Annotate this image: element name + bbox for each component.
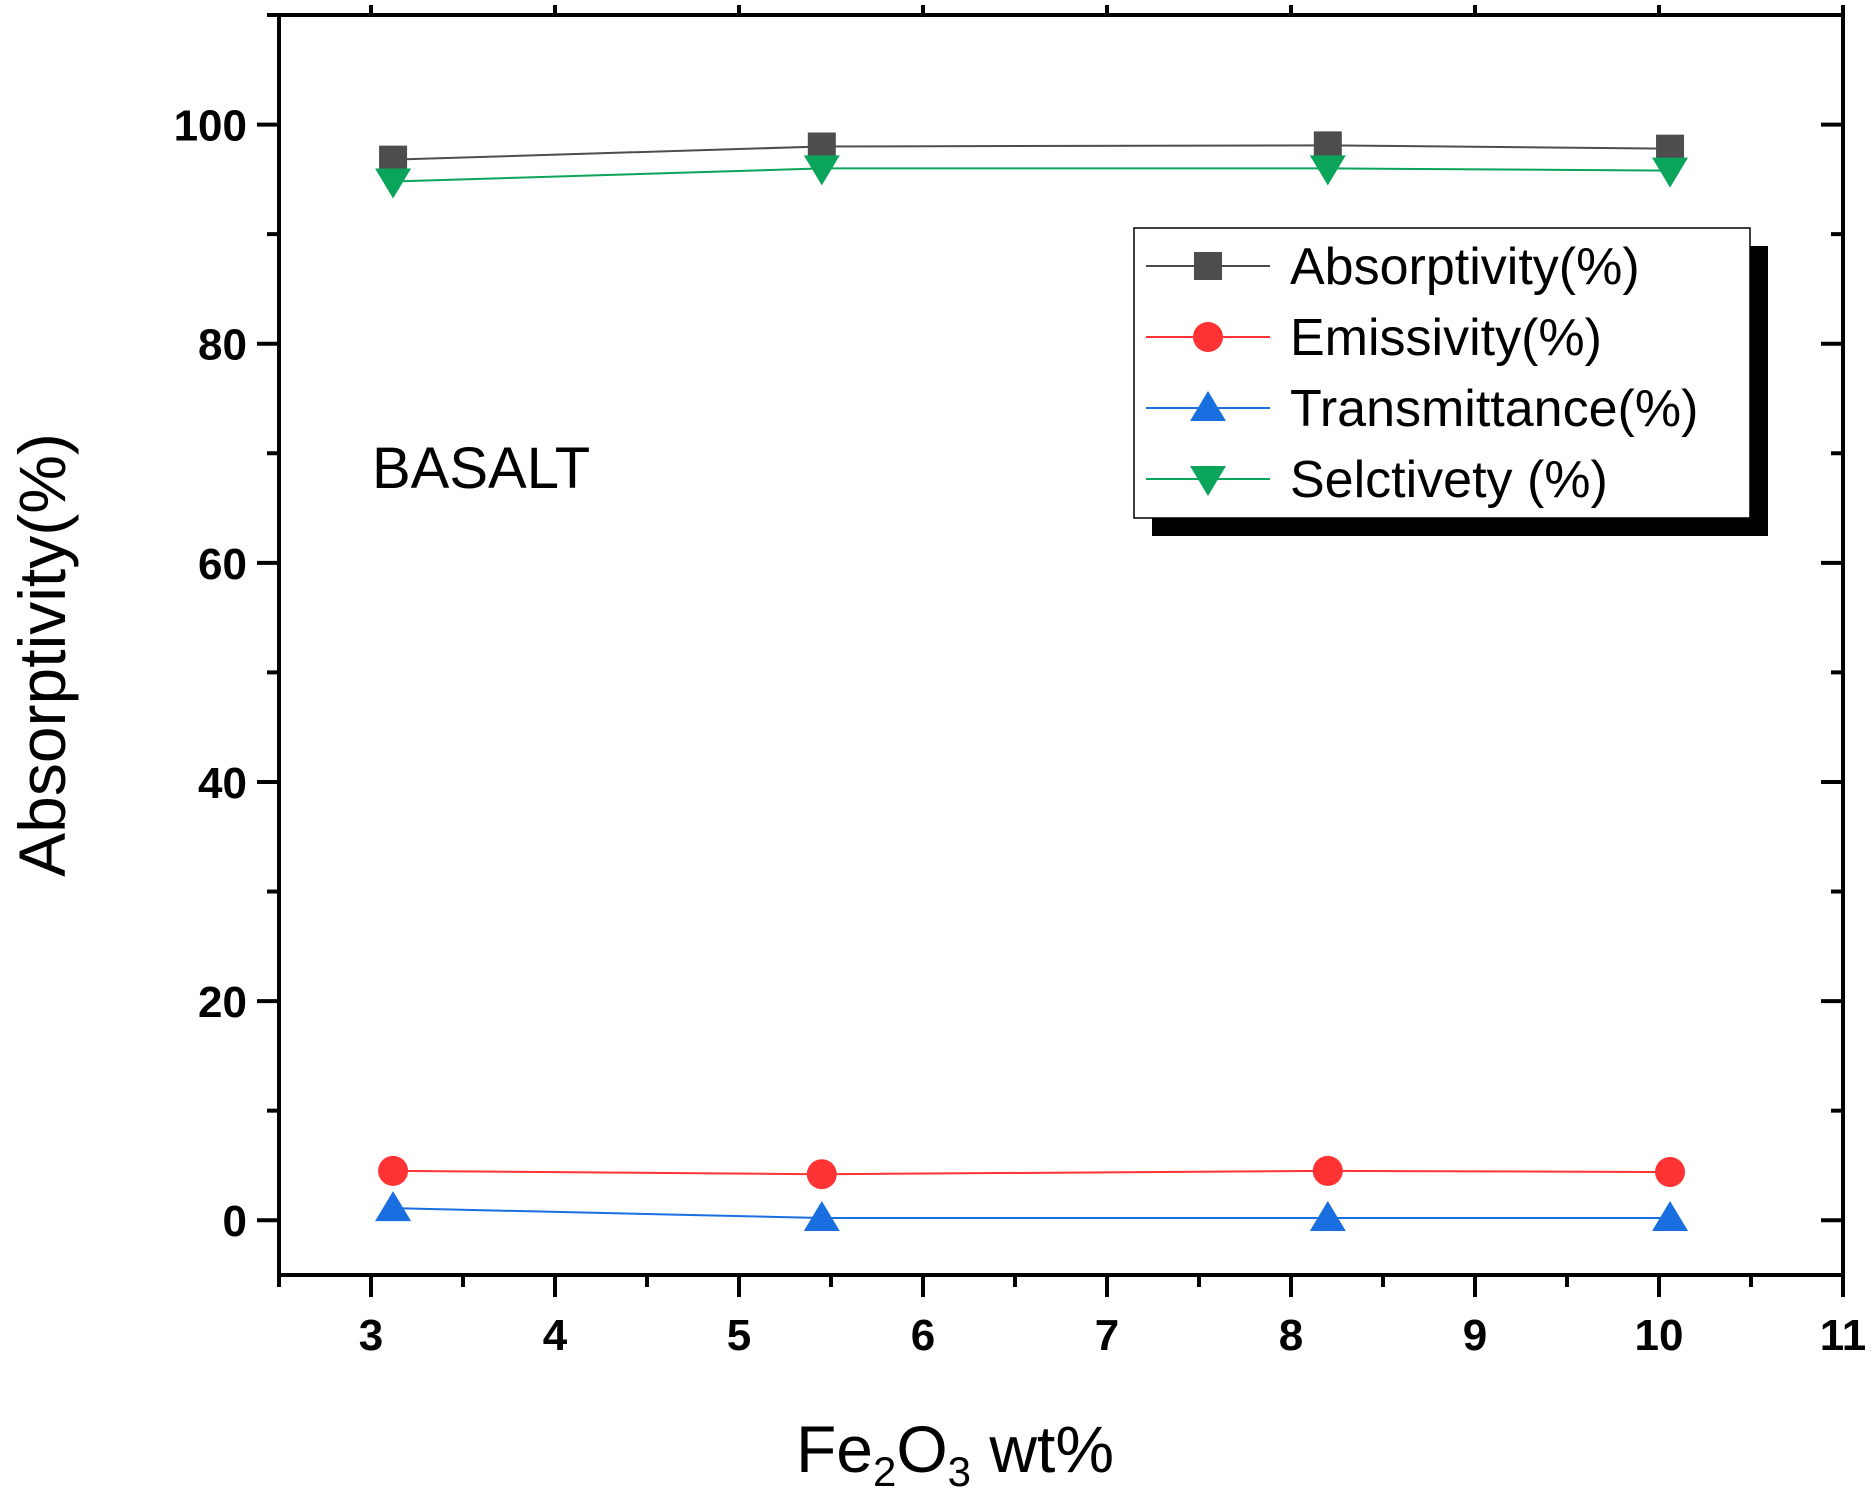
y-tick-label: 60 (198, 540, 247, 589)
data-point-selctivety (1309, 155, 1346, 186)
series-selctivety (375, 155, 1689, 199)
data-point-emissivity (806, 1159, 837, 1190)
x-tick-label: 9 (1463, 1311, 1487, 1360)
data-point-absorptivity (1313, 131, 1342, 160)
series-line-selctivety (393, 167, 1671, 183)
data-point-emissivity (378, 1155, 409, 1186)
plot-frame (277, 13, 1845, 1277)
legend-label: Absorptivity(%) (1290, 238, 1640, 296)
data-point-selctivety (803, 155, 840, 186)
legend-items: Absorptivity(%) Emissivity(%) Transmittanc… (1146, 238, 1698, 509)
data-point-transmittance (1309, 1201, 1346, 1232)
x-tick-label: 11 (1820, 1311, 1867, 1360)
x-axis-label-sub2: 3 (948, 1448, 971, 1495)
legend-entry-selctivety: Selctivety (%) (1146, 451, 1608, 509)
x-axis-label-unit: wt% (971, 1412, 1114, 1486)
x-axis-label-fe: Fe (796, 1412, 873, 1486)
data-point-emissivity (1312, 1155, 1343, 1186)
legend-label: Emissivity(%) (1290, 309, 1602, 367)
x-axis-label-o: O (896, 1412, 947, 1486)
x-tick-label: 3 (359, 1311, 383, 1360)
x-tick-label: 8 (1279, 1311, 1303, 1360)
data-point-transmittance (803, 1201, 840, 1232)
y-tick-label: 0 (223, 1197, 247, 1246)
legend-box (1133, 227, 1751, 519)
legend-swatch-marker (1190, 391, 1226, 421)
legend-entry-absorptivity: Absorptivity(%) (1146, 238, 1640, 296)
data-point-selctivety (375, 168, 412, 199)
data-point-emissivity (1655, 1157, 1686, 1188)
ticks-layer: 3 4 5 6 7 8 9 10 11 0 20 40 60 80 100 (174, 5, 1867, 1360)
series-line-emissivity (393, 1169, 1671, 1176)
legend-swatch-marker (1194, 252, 1222, 280)
x-tick-label: 5 (727, 1311, 751, 1360)
data-point-transmittance (1652, 1201, 1689, 1232)
x-axis-label: Fe2O3 wt% (796, 1412, 1114, 1495)
legend-label: Transmittance(%) (1290, 380, 1698, 438)
legend: Absorptivity(%) Emissivity(%) Transmittanc… (1133, 227, 1768, 536)
series-transmittance (375, 1191, 1689, 1232)
legend-entry-emissivity: Emissivity(%) (1146, 309, 1602, 367)
y-tick-label: 40 (198, 759, 247, 808)
data-point-transmittance (375, 1191, 412, 1222)
series-absorptivity (379, 131, 1685, 174)
annotation-basalt: BASALT (372, 436, 590, 501)
x-tick-label: 4 (543, 1311, 568, 1360)
series-line-absorptivity (393, 144, 1671, 161)
y-tick-label: 80 (198, 321, 247, 370)
y-tick-label: 100 (174, 102, 247, 151)
legend-entry-transmittance: Transmittance(%) (1146, 380, 1698, 438)
x-tick-label: 10 (1635, 1311, 1684, 1360)
legend-swatch-marker (1193, 322, 1223, 352)
x-tick-label: 7 (1095, 1311, 1119, 1360)
x-tick-label: 6 (911, 1311, 935, 1360)
series-line-transmittance (393, 1207, 1671, 1220)
y-tick-label: 20 (198, 978, 247, 1027)
series-emissivity (378, 1155, 1686, 1190)
y-axis-label: Absorptivity(%) (5, 433, 79, 877)
series-layer (375, 131, 1689, 1232)
legend-label: Selctivety (%) (1290, 451, 1608, 509)
legend-swatch-marker (1190, 466, 1226, 496)
x-axis-label-sub1: 2 (873, 1448, 896, 1495)
data-point-selctivety (1652, 157, 1689, 188)
